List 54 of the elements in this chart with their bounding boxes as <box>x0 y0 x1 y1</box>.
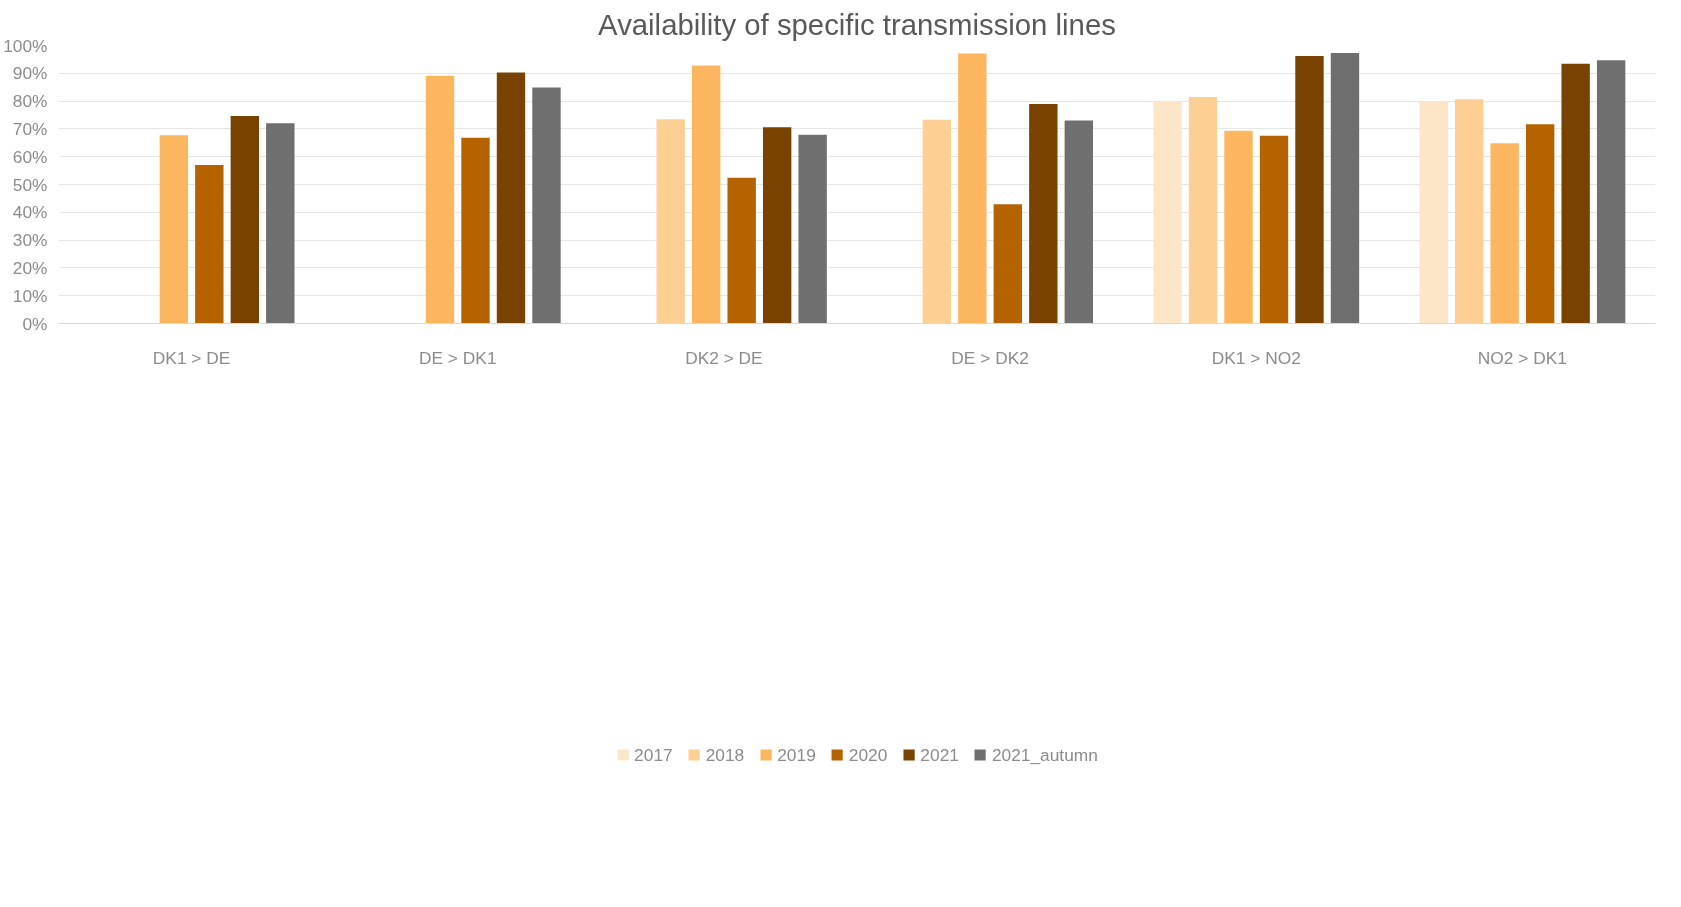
legend-label: 2017 <box>634 744 673 766</box>
bar <box>532 87 561 324</box>
bar <box>496 72 526 324</box>
y-tick-label: 60% <box>12 146 48 167</box>
bar <box>461 137 490 324</box>
y-tick-label: 80% <box>12 91 48 112</box>
legend-label: 2020 <box>848 744 888 766</box>
bar <box>656 119 685 324</box>
legend-label: 2021 <box>920 744 959 766</box>
bar <box>159 135 189 324</box>
y-tick-label: 40% <box>12 202 48 223</box>
bar <box>230 116 260 324</box>
y-tick-label: 20% <box>12 257 48 278</box>
chart-title: Availability of specific transmission lines <box>598 7 1116 41</box>
y-tick-label: 90% <box>12 63 48 84</box>
x-tick-label: DE > DK2 <box>951 347 1029 368</box>
bar <box>798 134 827 324</box>
x-tick-label: DE > DK1 <box>418 347 497 368</box>
y-tick-label: 70% <box>12 118 48 139</box>
x-tick-label: DK1 > NO2 <box>1211 347 1301 368</box>
y-tick-label: 50% <box>12 174 48 195</box>
bar <box>958 53 987 324</box>
bar <box>1330 53 1360 324</box>
bar <box>1064 120 1093 324</box>
y-tick-label: 0% <box>22 313 48 334</box>
bar <box>1419 101 1448 324</box>
legend-label: 2021_autumn <box>991 744 1098 766</box>
y-tick-label: 10% <box>12 285 48 306</box>
bar <box>762 127 792 324</box>
x-tick-label: DK1 > DE <box>152 347 231 368</box>
bar <box>1188 96 1218 324</box>
legend-label: 2019 <box>777 744 816 766</box>
bar <box>993 204 1023 324</box>
bar <box>922 119 952 324</box>
y-tick-label: 100% <box>3 35 48 56</box>
bar <box>727 177 756 324</box>
x-tick-label: DK2 > DE <box>685 347 763 368</box>
bar <box>1259 135 1289 324</box>
bar <box>1029 103 1058 324</box>
bar <box>1454 99 1484 324</box>
y-tick-label: 30% <box>12 230 48 251</box>
bar <box>1295 56 1324 324</box>
bar <box>1561 63 1590 324</box>
bar <box>1224 130 1253 324</box>
bar <box>195 165 224 324</box>
legend-label: 2018 <box>705 744 745 766</box>
bar <box>1153 101 1182 324</box>
x-tick-label: NO2 > DK1 <box>1477 347 1567 368</box>
bar <box>691 65 721 324</box>
bar <box>1490 143 1519 324</box>
bar <box>1596 60 1626 324</box>
bar <box>266 123 295 324</box>
bar <box>1525 124 1555 324</box>
bar <box>425 75 455 324</box>
